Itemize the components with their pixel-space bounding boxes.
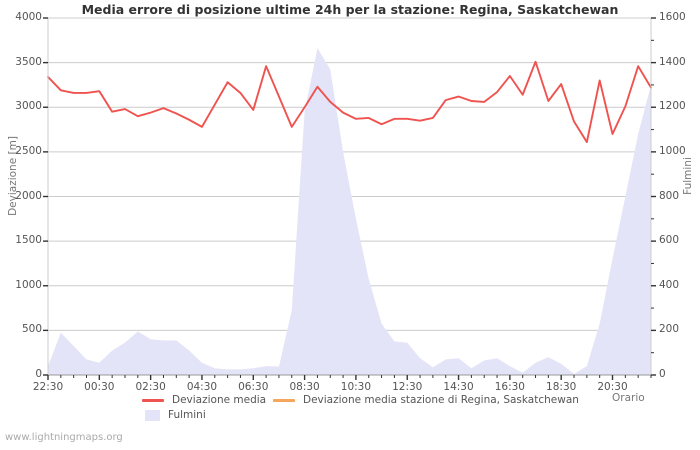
tick-label: 00:30	[84, 381, 115, 393]
legend-item-deviation: Deviazione media	[142, 394, 266, 406]
tick-label: 16:30	[494, 381, 525, 393]
tick-label: 600	[659, 234, 680, 247]
legend-label-deviation: Deviazione media	[172, 394, 267, 406]
tick-label: 14:30	[443, 381, 474, 393]
legend-swatch-station-deviation	[273, 398, 295, 402]
tick-label: 1200	[659, 100, 686, 113]
tick-label: 3500	[15, 55, 42, 68]
tick-label: 1600	[659, 11, 686, 23]
tick-label: 08:30	[289, 381, 320, 393]
tick-label: 0	[35, 368, 42, 380]
x-axis-label: Orario	[612, 392, 645, 404]
tick-label: 10:30	[340, 381, 372, 393]
tick-label: 200	[659, 323, 680, 336]
legend-label-lightning: Fulmini	[168, 409, 206, 421]
tick-label: 400	[659, 278, 680, 291]
tick-label: 1000	[15, 278, 42, 291]
tick-label: 22:30	[32, 381, 64, 393]
watermark: www.lightningmaps.org	[5, 432, 123, 443]
chart-title: Media errore di posizione ultime 24h per…	[81, 2, 619, 17]
legend-item-station-deviation: Deviazione media stazione di Regina, Sas…	[273, 394, 579, 406]
tick-label: 1500	[15, 234, 42, 247]
legend-item-lightning: Fulmini	[142, 409, 206, 421]
tick-label: 2000	[15, 189, 42, 202]
tick-label: 4000	[15, 11, 42, 23]
tick-label: 12:30	[392, 381, 423, 393]
tick-label: 02:30	[135, 381, 166, 393]
legend-swatch-lightning	[145, 409, 160, 421]
legend-label-station-deviation: Deviazione media stazione di Regina, Sas…	[303, 394, 579, 406]
tick-label: 1400	[659, 55, 686, 68]
tick-label: 20:30	[597, 381, 628, 393]
tick-label: 500	[21, 323, 42, 336]
tick-label: 04:30	[186, 381, 218, 393]
legend-swatch-deviation	[142, 398, 164, 402]
tick-label: 0	[659, 368, 666, 380]
tick-label: 1000	[659, 144, 686, 157]
tick-label: 3000	[15, 100, 42, 113]
tick-label: 06:30	[238, 381, 269, 393]
tick-label: 800	[659, 189, 680, 202]
tick-label: 18:30	[546, 381, 577, 393]
tick-label: 2500	[15, 144, 42, 157]
